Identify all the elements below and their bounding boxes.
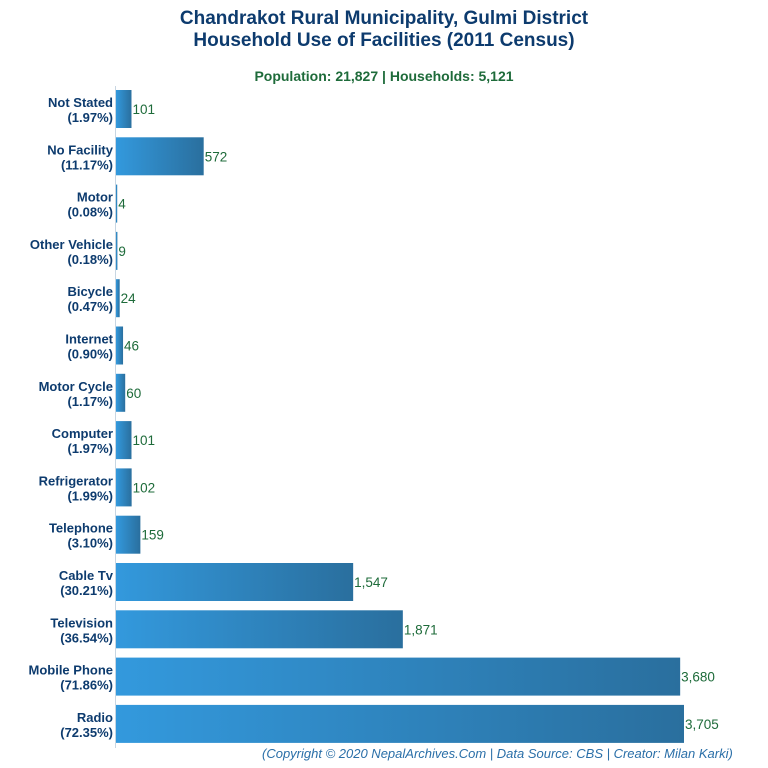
- value-label: 1,547: [354, 575, 388, 590]
- bar-motor: [116, 184, 118, 223]
- chart-title-line-1: Chandrakot Rural Municipality, Gulmi Dis…: [179, 8, 589, 29]
- chart-subtitle: Population: 21,827 | Households: 5,121: [254, 68, 514, 84]
- bars-group: Not Stated (1.97%) 101 No Facility (11.17%) 5…: [29, 90, 719, 743]
- category-label: Telephone (3.10%): [49, 521, 113, 551]
- category-label: Mobile Phone (71.86%): [29, 663, 114, 693]
- chart-title: Chandrakot Rural Municipality, Gulmi Dis…: [0, 8, 768, 52]
- value-label: 60: [126, 386, 141, 401]
- category-label: Motor Cycle (1.17%): [39, 379, 113, 409]
- category-label: Bicycle (0.47%): [67, 284, 113, 314]
- category-label: Refrigerator (1.99%): [39, 473, 113, 503]
- category-label: Cable Tv (30.21%): [59, 568, 114, 598]
- category-label: Not Stated (1.97%): [48, 95, 113, 125]
- value-label: 1,871: [404, 622, 438, 637]
- value-label: 46: [124, 339, 139, 354]
- value-label: 3,680: [681, 670, 715, 685]
- value-label: 101: [132, 102, 155, 117]
- chart-title-line-2: Household Use of Facilities (2011 Census…: [193, 30, 575, 51]
- category-label: Other Vehicle (0.18%): [30, 237, 113, 267]
- bar-refrigerator: [116, 468, 132, 507]
- bar-other-vehicle: [116, 231, 118, 270]
- bar-not-stated: [116, 90, 132, 128]
- category-label: Radio (72.35%): [60, 710, 113, 740]
- value-label: 102: [133, 480, 156, 495]
- value-label: 159: [141, 528, 164, 543]
- bar-cable-tv: [116, 563, 354, 601]
- category-label: Television (36.54%): [50, 615, 113, 645]
- value-label: 572: [205, 149, 228, 164]
- bar-bicycle: [116, 279, 120, 318]
- footer-credits: (Copyright © 2020 NepalArchives.Com | Da…: [262, 746, 733, 761]
- bar-mobile-phone: [116, 657, 681, 696]
- value-label: 24: [121, 291, 137, 306]
- bar-telephone: [116, 515, 141, 554]
- bar-internet: [116, 326, 124, 365]
- value-label: 4: [118, 197, 126, 212]
- bar-computer: [116, 421, 132, 460]
- value-label: 9: [118, 244, 126, 259]
- value-label: 3,705: [685, 717, 719, 732]
- value-label: 101: [132, 433, 155, 448]
- bar-television: [116, 610, 403, 649]
- bar-radio: [116, 704, 684, 743]
- category-label: Computer (1.97%): [52, 426, 113, 456]
- bar-motor-cycle: [116, 373, 126, 412]
- bar-no-facility: [116, 137, 204, 176]
- category-label: Internet (0.90%): [65, 332, 113, 362]
- category-label: No Facility (11.17%): [47, 142, 114, 172]
- category-label: Motor (0.08%): [67, 190, 113, 220]
